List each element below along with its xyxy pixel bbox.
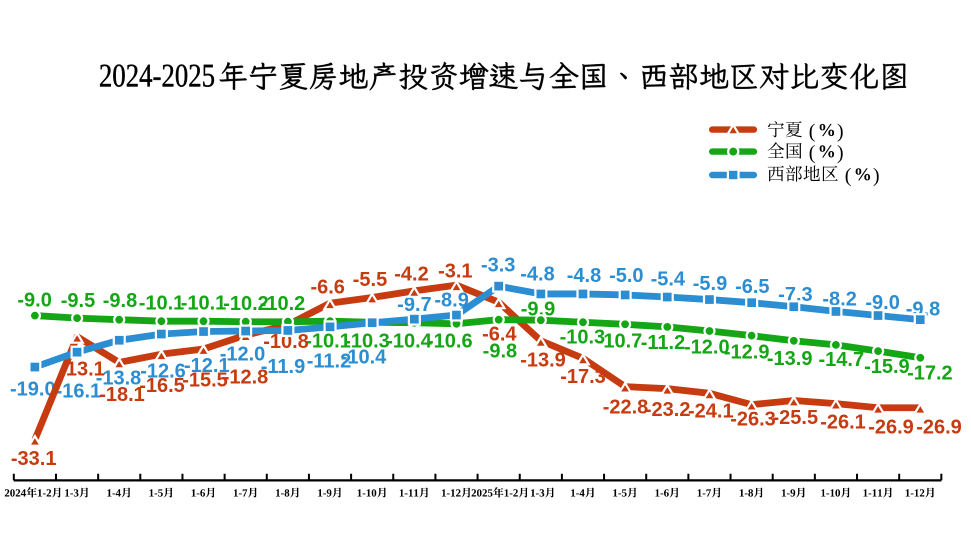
svg-text:-16.5: -16.5 — [139, 375, 185, 397]
svg-text:-8.9: -8.9 — [434, 289, 468, 311]
svg-text:-13.8: -13.8 — [96, 368, 142, 390]
svg-text:-9.9: -9.9 — [521, 298, 555, 320]
svg-text:-12.6: -12.6 — [140, 360, 186, 382]
svg-text:-3.1: -3.1 — [438, 260, 472, 282]
svg-text:-13.1: -13.1 — [59, 359, 105, 381]
svg-text:-5.9: -5.9 — [693, 273, 727, 295]
svg-text:-16.1: -16.1 — [56, 380, 102, 402]
svg-text:-10.8: -10.8 — [263, 331, 309, 353]
svg-text:-10.4: -10.4 — [386, 330, 432, 352]
svg-text:-18.1: -18.1 — [99, 384, 145, 406]
svg-text:-6.4: -6.4 — [482, 323, 517, 345]
svg-text:-4.8: -4.8 — [567, 265, 601, 287]
svg-text:-9.0: -9.0 — [17, 290, 51, 312]
svg-text:-13.9: -13.9 — [520, 350, 566, 372]
svg-text:-12.0: -12.0 — [684, 337, 730, 359]
svg-text:-5.5: -5.5 — [353, 269, 387, 291]
svg-text:-26.9: -26.9 — [868, 417, 914, 439]
svg-text:-9.5: -9.5 — [61, 290, 95, 312]
svg-text:-12.8: -12.8 — [223, 367, 269, 389]
svg-text:-6.5: -6.5 — [735, 276, 769, 298]
svg-text:-9.8: -9.8 — [483, 341, 517, 363]
svg-text:-10.7: -10.7 — [597, 330, 643, 352]
svg-text:-5.4: -5.4 — [651, 269, 686, 291]
svg-text:-10.6: -10.6 — [427, 330, 473, 352]
svg-text:-9.0: -9.0 — [865, 292, 899, 314]
svg-text:-11.2: -11.2 — [307, 351, 351, 373]
svg-text:-5.0: -5.0 — [609, 265, 643, 287]
svg-text:-17.3: -17.3 — [560, 366, 606, 388]
svg-text:-10.4: -10.4 — [341, 346, 387, 368]
svg-text:-6.6: -6.6 — [310, 276, 344, 298]
svg-text:-26.9: -26.9 — [916, 417, 962, 439]
svg-text:-7.3: -7.3 — [778, 284, 812, 306]
svg-text:-11.9: -11.9 — [261, 356, 305, 378]
svg-text:-12.0: -12.0 — [220, 343, 266, 365]
svg-text:-10.3: -10.3 — [560, 327, 606, 349]
svg-text:-13.9: -13.9 — [767, 348, 813, 370]
svg-text:-26.1: -26.1 — [820, 412, 866, 434]
svg-text:-12.9: -12.9 — [724, 341, 770, 363]
svg-text:-10.1: -10.1 — [181, 293, 227, 315]
svg-text:-33.1: -33.1 — [11, 448, 57, 470]
svg-text:-23.2: -23.2 — [645, 399, 691, 421]
svg-text:-25.5: -25.5 — [773, 407, 819, 429]
svg-text:-22.8: -22.8 — [603, 397, 649, 419]
svg-text:-15.5: -15.5 — [182, 370, 228, 392]
svg-text:-14.7: -14.7 — [819, 349, 865, 371]
svg-text:-19.0: -19.0 — [10, 379, 56, 401]
svg-text:-10.2: -10.2 — [223, 293, 269, 315]
svg-text:-26.3: -26.3 — [730, 409, 776, 431]
svg-text:-17.2: -17.2 — [907, 363, 953, 385]
svg-text:-9.8: -9.8 — [103, 290, 137, 312]
svg-text:-12.1: -12.1 — [184, 355, 230, 377]
svg-text:-15.9: -15.9 — [864, 356, 910, 378]
svg-text:-10.2: -10.2 — [260, 293, 306, 315]
svg-text:-4.8: -4.8 — [520, 264, 554, 286]
svg-text:-10.1: -10.1 — [305, 330, 351, 352]
svg-text:-10.3: -10.3 — [344, 330, 390, 352]
svg-text:-24.1: -24.1 — [688, 401, 734, 423]
svg-text:-9.7: -9.7 — [397, 294, 431, 316]
svg-text:-4.2: -4.2 — [394, 263, 428, 285]
svg-text:-3.3: -3.3 — [481, 255, 515, 277]
svg-text:-11.2: -11.2 — [641, 332, 685, 354]
svg-text:-10.1: -10.1 — [139, 293, 185, 315]
